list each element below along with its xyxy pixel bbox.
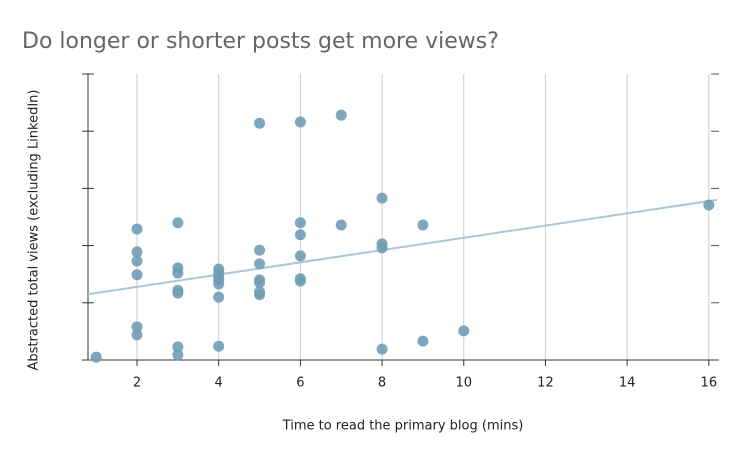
x-axis-label: Time to read the primary blog (mins) [282,419,524,434]
point [131,329,143,341]
point [213,278,225,290]
point [254,289,266,301]
point [703,199,715,211]
point [254,244,266,256]
point [213,291,225,303]
point [294,116,306,128]
point [172,287,184,299]
point [213,340,225,352]
point [417,219,429,231]
point [376,343,388,355]
x-tick-label: 4 [215,376,223,391]
point [254,258,266,270]
point [417,335,429,347]
point [376,242,388,254]
point [458,325,470,337]
x-tick-label: 14 [619,376,636,391]
point [294,217,306,229]
x-tick-label: 16 [701,376,718,391]
x-tick-label: 10 [455,376,472,391]
point [172,341,184,353]
point [131,223,143,235]
x-tick-label: 12 [537,376,554,391]
point [131,321,143,333]
y-axis-label: Abstracted total views (excluding Linked… [27,90,42,371]
point [254,117,266,129]
point [294,229,306,241]
chart-title: Do longer or shorter posts get more view… [22,29,499,54]
point [335,109,347,121]
x-tick-label: 6 [296,376,304,391]
point [172,349,184,361]
point [172,267,184,279]
point [90,351,102,363]
point [254,277,266,289]
point [131,246,143,258]
x-tick-label: 8 [378,376,386,391]
point [335,219,347,231]
point [376,192,388,204]
point [294,250,306,262]
point [172,217,184,229]
point [131,255,143,267]
x-tick-label: 2 [133,376,141,391]
trendline [87,198,718,296]
point [131,269,143,281]
point [294,275,306,287]
